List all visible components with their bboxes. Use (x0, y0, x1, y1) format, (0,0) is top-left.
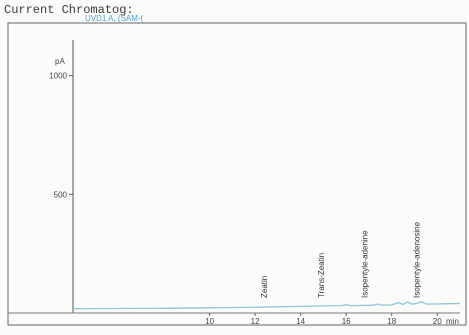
x-tick-label: 10 (205, 317, 214, 326)
y-tick-label: 1000 (49, 72, 67, 81)
peak-label: Trans-Zeatin (317, 253, 326, 298)
peak-label: Isopentyle-adenine (360, 230, 369, 298)
x-tick-label: 18 (387, 317, 396, 326)
window-title: Current Chromatog: (4, 3, 134, 17)
trace-label: UVD1 A, (SAM-( (85, 14, 144, 23)
peak-annotations: Zeatin Trans-Zeatin Isopentyle-adenine Isop… (260, 221, 422, 298)
x-axis-unit-label: min (446, 317, 459, 326)
x-ticks: 10 12 14 16 18 20 (205, 313, 442, 326)
y-tick-label: 500 (54, 190, 68, 199)
peak-label: Isopentyle-adenosine (413, 221, 422, 298)
peak-label: Zeatin (260, 276, 269, 298)
x-tick-label: 12 (251, 317, 260, 326)
x-tick-label: 20 (433, 317, 442, 326)
chromatogram-trace (72, 300, 461, 310)
x-tick-label: 16 (342, 317, 351, 326)
plot-frame (7, 22, 467, 326)
x-tick-label: 14 (296, 317, 305, 326)
y-ticks: 500 1000 (49, 72, 73, 199)
y-axis-unit-label: pA (55, 57, 65, 66)
